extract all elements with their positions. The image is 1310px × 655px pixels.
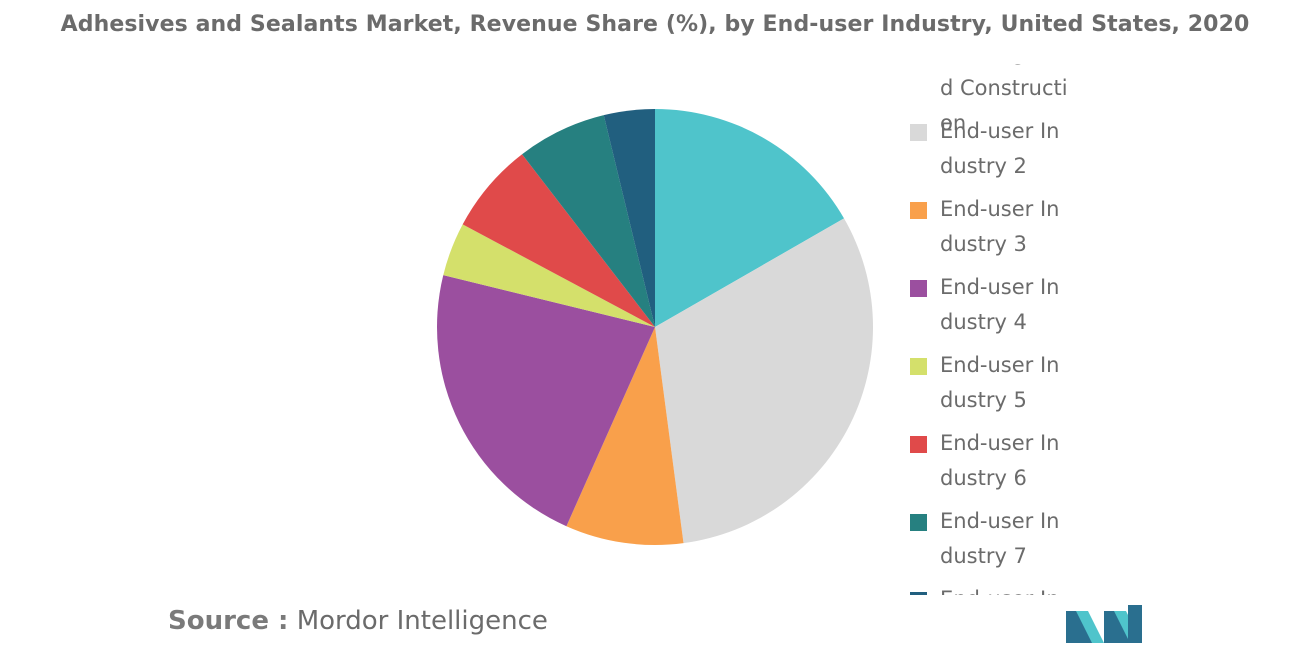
pie-slice-3 [566,327,684,545]
legend-label: End-user Industry 7 [940,509,1060,568]
legend-label: Buildings and Construction [940,64,1069,135]
legend-item-1: Buildings and Construction [905,64,1125,135]
pie-slices [437,109,874,545]
pie-slice-2 [655,218,874,544]
legend-label: End-user Industry 8 [940,582,1070,595]
source-name: Mordor Intelligence [296,606,548,636]
legend-swatch [910,358,927,375]
pie-slice-4 [437,275,655,527]
legend-item-2: End-user Industry 2 [905,114,1125,192]
legend-item-6: End-user Industry 6 [905,426,1125,504]
legend-swatch [910,124,927,141]
legend-item-7: End-user Industry 7 [905,504,1125,582]
legend-item-5: End-user Industry 5 [905,348,1125,426]
legend-label: End-user Industry 6 [940,431,1060,490]
legend-label: End-user Industry 2 [940,119,1060,178]
pie-slice-1 [655,109,845,327]
chart-title: Adhesives and Sealants Market, Revenue S… [60,12,1250,37]
legend-label: End-user Industry 3 [940,197,1060,256]
legend-swatch [910,280,927,297]
legend-swatch [910,514,927,531]
legend-swatch [910,436,927,453]
mordor-logo-icon [1066,605,1142,643]
pie-slice-5 [443,224,655,327]
legend-item-4: End-user Industry 4 [905,270,1125,348]
legend-label: End-user Industry 5 [940,353,1060,412]
legend-item-3: End-user Industry 3 [905,192,1125,270]
legend-label: End-user Industry 4 [940,275,1060,334]
legend-swatch [910,202,927,219]
source-prefix: Source : [168,606,289,636]
legend-item-8: End-user Industry 8 [905,582,1125,595]
pie-slice-7 [522,115,655,327]
legend-swatch [910,592,927,595]
source-line: Source : Mordor Intelligence [168,606,548,636]
pie-slice-6 [462,154,655,327]
pie-slice-8 [603,109,655,327]
